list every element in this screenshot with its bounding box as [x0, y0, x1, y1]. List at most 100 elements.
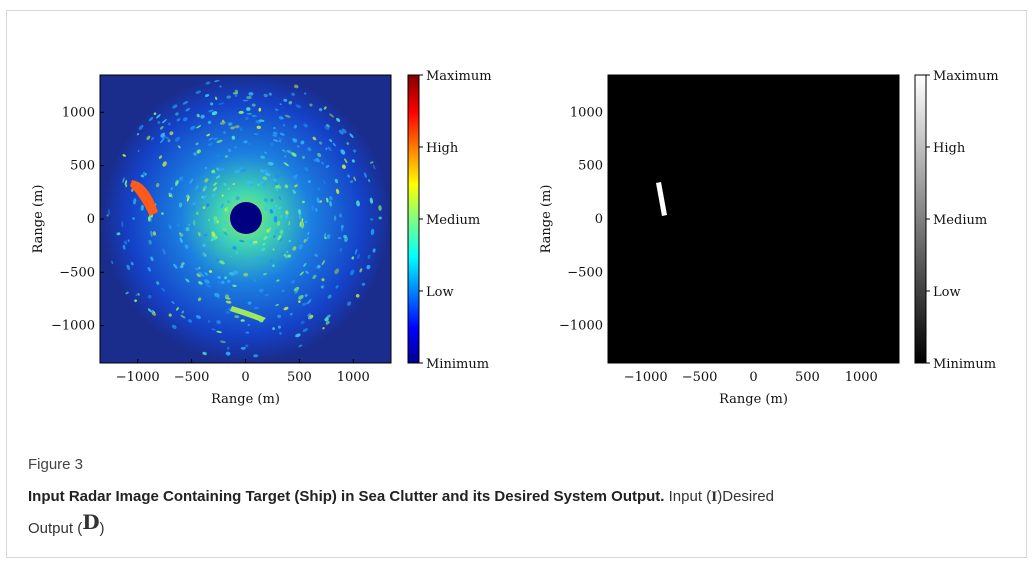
- clutter-speck: [247, 301, 252, 305]
- desired-output-panel: −1000 −500 0 500 1000 1000 500 0 −500 −1000 Range …: [539, 69, 999, 407]
- clutter-speck: [211, 231, 216, 238]
- clutter-speck: [346, 301, 352, 306]
- clutter-speck: [224, 155, 229, 158]
- clutter-speck: [272, 134, 277, 137]
- clutter-speck: [279, 332, 282, 335]
- clutter-speck: [350, 269, 355, 276]
- clutter-speck: [178, 202, 183, 208]
- clutter-speck: [378, 205, 382, 211]
- clutter-speck: [270, 259, 273, 262]
- clutter-speck: [202, 206, 206, 210]
- clutter-speckle: [106, 79, 382, 358]
- clutter-speck: [239, 127, 243, 132]
- clutter-speck: [250, 183, 253, 187]
- clutter-speck: [263, 206, 267, 212]
- clutter-speck: [146, 135, 151, 140]
- figure-caption: Input Radar Image Containing Target (Shi…: [28, 483, 988, 543]
- clutter-speck: [148, 116, 154, 122]
- clutter-speck: [243, 140, 248, 144]
- clutter-speck: [288, 171, 292, 175]
- clutter-speck: [227, 346, 230, 350]
- clutter-speck: [325, 321, 330, 325]
- clutter-speck: [279, 132, 285, 136]
- clutter-speck: [168, 192, 172, 195]
- clutter-speck: [282, 149, 285, 152]
- clutter-speck: [295, 333, 301, 338]
- clutter-speck: [125, 291, 129, 295]
- input-colorbar: [407, 74, 420, 364]
- clutter-speck: [225, 351, 231, 356]
- clutter-speck: [304, 294, 308, 297]
- clutter-speck: [258, 119, 265, 122]
- clutter-speck: [200, 282, 203, 285]
- output-colorbar-label: High: [933, 141, 966, 156]
- clutter-speck: [196, 125, 202, 129]
- clutter-speck: [201, 195, 204, 199]
- clutter-speck: [138, 124, 144, 131]
- clutter-speck: [258, 288, 264, 293]
- clutter-speck: [319, 200, 323, 203]
- clutter-speck: [204, 94, 210, 97]
- clutter-speck: [245, 116, 249, 121]
- clutter-speck: [200, 114, 205, 119]
- clutter-speck: [252, 242, 257, 247]
- clutter-speck: [294, 290, 299, 294]
- clutter-speck: [259, 169, 265, 173]
- clutter-speck: [216, 320, 221, 325]
- clutter-speck: [263, 197, 269, 203]
- clutter-speck: [181, 310, 185, 314]
- clutter-speck: [176, 307, 179, 311]
- clutter-speck: [224, 294, 230, 299]
- clutter-speck: [178, 232, 182, 235]
- clutter-speck: [301, 200, 305, 204]
- clutter-speck: [378, 216, 382, 220]
- clutter-speck: [232, 183, 236, 185]
- center-blind-zone: [230, 202, 262, 234]
- clutter-speck: [288, 100, 293, 105]
- clutter-speck: [204, 166, 208, 170]
- clutter-speck: [301, 222, 305, 229]
- input-colorbar-label: Medium: [426, 213, 480, 228]
- clutter-speck: [262, 176, 268, 181]
- clutter-speck: [208, 109, 214, 113]
- clutter-speck: [298, 300, 301, 303]
- clutter-speck: [264, 169, 268, 173]
- input-x-tick-label: 1000: [337, 370, 370, 385]
- clutter-speck: [321, 161, 325, 166]
- clutter-speck: [215, 175, 221, 179]
- clutter-speck: [140, 174, 145, 178]
- clutter-speck: [224, 208, 227, 211]
- clutter-speck: [136, 132, 140, 136]
- clutter-speck: [216, 154, 221, 158]
- clutter-speck: [316, 197, 320, 204]
- clutter-speck: [367, 254, 371, 259]
- input-x-tick-label: 0: [241, 370, 249, 385]
- output-x-tick-label: −1000: [624, 370, 668, 385]
- clutter-speck: [122, 154, 126, 157]
- clutter-speck: [111, 260, 114, 265]
- clutter-speck: [361, 282, 366, 286]
- clutter-speck: [283, 162, 289, 167]
- clutter-speck: [350, 180, 354, 184]
- clutter-speck: [206, 203, 210, 208]
- clutter-speck: [315, 207, 318, 212]
- clutter-speck: [208, 218, 210, 222]
- clutter-speck: [272, 264, 275, 268]
- clutter-speck: [179, 237, 183, 243]
- clutter-speck: [308, 299, 312, 302]
- clutter-speck: [285, 210, 289, 215]
- clutter-speck: [213, 137, 218, 140]
- output-symbol: D: [82, 510, 100, 534]
- clutter-speck: [292, 175, 297, 180]
- clutter-speck: [248, 142, 251, 146]
- output-colorbar-label: Low: [933, 285, 961, 300]
- output-x-axis-label: Range (m): [719, 392, 788, 407]
- clutter-speck: [280, 214, 283, 219]
- figure-svg: −1000 −500 0 500 1000 1000 500 0 −500 −1000 Range …: [31, 69, 999, 407]
- clutter-speck: [294, 184, 298, 188]
- clutter-speck: [192, 205, 196, 212]
- clutter-speck: [307, 180, 311, 184]
- clutter-speck: [214, 235, 218, 240]
- clutter-speck: [174, 136, 181, 142]
- clutter-speck: [256, 183, 260, 187]
